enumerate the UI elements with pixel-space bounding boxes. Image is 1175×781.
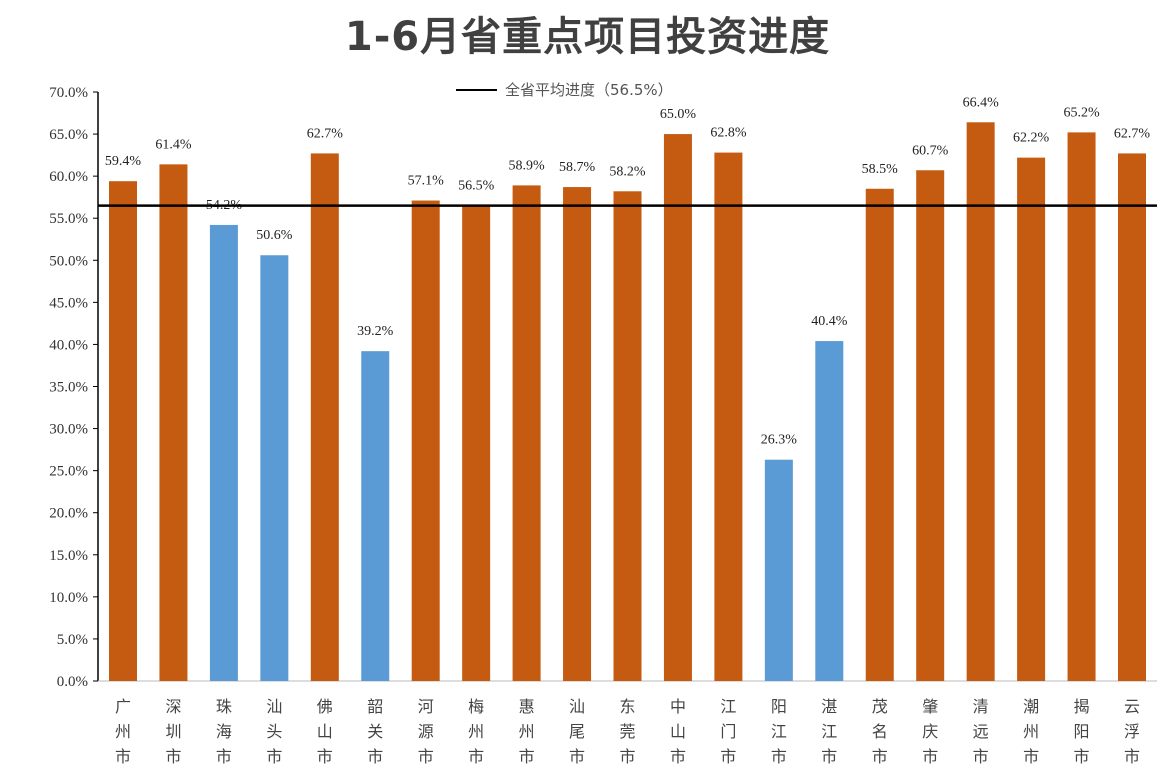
x-tick-label: 佛山市: [317, 697, 333, 766]
data-label: 65.2%: [1063, 105, 1100, 120]
x-tick-label: 广州市: [115, 697, 131, 766]
y-tick-label: 50.0%: [49, 253, 88, 269]
x-tick-label: 河源市: [418, 697, 434, 766]
bar: [916, 170, 945, 681]
bar: [310, 153, 339, 681]
data-label: 59.4%: [105, 154, 142, 169]
x-tick-label: 湛江市: [821, 697, 837, 766]
bar: [663, 134, 692, 682]
data-label: 66.4%: [963, 95, 1000, 110]
data-label: 58.7%: [559, 160, 596, 175]
data-label: 62.7%: [307, 126, 344, 141]
y-tick-label: 10.0%: [49, 590, 88, 606]
bar: [109, 181, 137, 682]
x-tick-label: 汕头市: [266, 697, 282, 766]
x-tick-label: 云浮市: [1124, 697, 1140, 766]
bar: [613, 191, 642, 681]
data-label: 62.7%: [1114, 126, 1151, 141]
bar: [411, 200, 440, 681]
y-tick-label: 25.0%: [49, 464, 88, 480]
y-tick-label: 70.0%: [49, 85, 88, 101]
x-tick-label: 茂名市: [872, 697, 888, 766]
data-label: 56.5%: [458, 179, 495, 194]
data-label: 61.4%: [155, 137, 192, 152]
x-tick-label: 中山市: [670, 697, 686, 766]
y-tick-label: 0.0%: [57, 674, 88, 690]
bar: [865, 188, 894, 681]
bar: [260, 255, 289, 682]
x-tick-label: 揭阳市: [1074, 697, 1090, 766]
data-label: 60.7%: [912, 143, 949, 158]
data-label: 62.2%: [1013, 131, 1050, 146]
y-tick-label: 15.0%: [49, 548, 88, 564]
y-tick-label: 30.0%: [49, 422, 88, 438]
data-label: 26.3%: [761, 433, 798, 448]
data-label: 58.9%: [509, 158, 546, 173]
y-tick-label: 20.0%: [49, 506, 88, 522]
x-tick-label: 清远市: [973, 697, 989, 766]
x-tick-label: 惠州市: [519, 697, 535, 766]
bar: [1017, 157, 1046, 682]
y-tick-label: 40.0%: [49, 337, 88, 353]
x-tick-label: 东莞市: [619, 697, 635, 766]
data-label: 50.6%: [256, 228, 293, 243]
legend-label: 全省平均进度（56.5%）: [505, 81, 673, 99]
bar: [563, 187, 592, 681]
bar: [1118, 153, 1146, 681]
x-tick-label: 阳江市: [771, 697, 787, 766]
bar: [764, 459, 793, 681]
y-tick-label: 45.0%: [49, 295, 88, 311]
x-tick-label: 韶关市: [367, 697, 383, 766]
bar: [159, 164, 188, 681]
bar: [815, 341, 844, 681]
y-tick-label: 55.0%: [49, 211, 88, 227]
bar: [209, 224, 238, 681]
x-tick-label: 肇庆市: [922, 697, 938, 766]
bar: [361, 351, 390, 681]
y-tick-label: 60.0%: [49, 169, 88, 185]
x-tick-label: 江门市: [720, 697, 736, 766]
x-tick-label: 珠海市: [216, 697, 232, 766]
bar: [1067, 132, 1096, 682]
data-label: 39.2%: [357, 324, 394, 339]
bar: [462, 205, 491, 682]
data-label: 57.1%: [408, 174, 445, 189]
data-label: 65.0%: [660, 107, 697, 122]
y-tick-label: 35.0%: [49, 380, 88, 396]
bar: [512, 185, 541, 682]
y-tick-label: 5.0%: [57, 632, 88, 648]
data-label: 40.4%: [811, 314, 848, 329]
y-tick-label: 65.0%: [49, 127, 88, 143]
x-tick-label: 潮州市: [1023, 697, 1039, 766]
x-tick-label: 深圳市: [165, 697, 181, 766]
x-tick-label: 梅州市: [468, 697, 484, 766]
data-label: 62.8%: [710, 126, 747, 141]
bar: [714, 152, 743, 681]
chart-title: 1-6月省重点项目投资进度: [344, 14, 831, 60]
data-label: 58.5%: [862, 162, 899, 177]
x-tick-label: 汕尾市: [569, 697, 585, 766]
data-label: 58.2%: [609, 164, 646, 179]
bar: [966, 122, 995, 681]
